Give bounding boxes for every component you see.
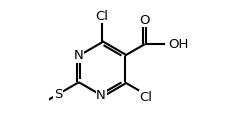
Text: N: N [73, 49, 83, 62]
Text: Cl: Cl [95, 10, 108, 22]
Text: Cl: Cl [139, 91, 152, 104]
Text: S: S [54, 88, 62, 101]
Text: N: N [96, 89, 106, 102]
Text: O: O [139, 14, 149, 26]
Text: OH: OH [167, 38, 188, 51]
